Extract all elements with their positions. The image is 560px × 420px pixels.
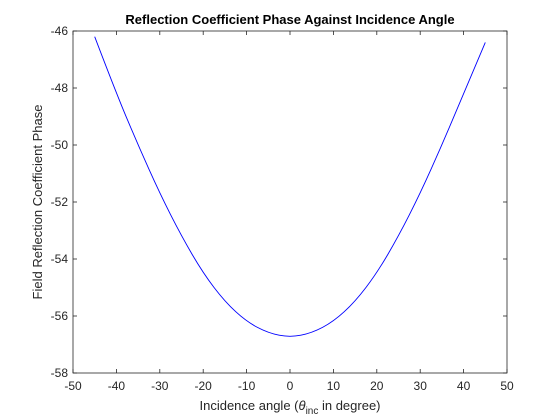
y-tick-label: -48 [51, 81, 69, 95]
x-tick-label: 0 [287, 379, 294, 393]
x-tick-label: 40 [457, 379, 471, 393]
y-tick-label: -54 [51, 252, 69, 266]
x-tick-label: 20 [370, 379, 384, 393]
x-tick-label: 30 [414, 379, 428, 393]
x-ticks: -50 -40 -30 -20 -10 0 10 20 30 40 50 [64, 31, 514, 393]
y-tick-label: -58 [51, 366, 69, 380]
x-tick-label: 10 [327, 379, 341, 393]
y-tick-label: -46 [51, 24, 69, 38]
y-axis-label: Field Reflection Coefficient Phase [30, 105, 45, 300]
chart-title: Reflection Coefficient Phase Against Inc… [125, 12, 454, 27]
x-tick-label: 50 [500, 379, 514, 393]
x-tick-label: -50 [64, 379, 82, 393]
series-layer [94, 36, 486, 337]
x-axis-label: Incidence angle (θinc in degree) [199, 398, 380, 417]
series-line-0 [94, 36, 486, 337]
plot-area [73, 31, 507, 373]
x-tick-label: -30 [151, 379, 169, 393]
x-axis-label-symbol: θ [299, 398, 306, 413]
y-tick-label: -56 [51, 309, 69, 323]
x-tick-label: -40 [108, 379, 126, 393]
y-tick-label: -52 [51, 195, 69, 209]
y-ticks: -58 -56 -54 -52 -50 -48 -46 [51, 24, 507, 380]
y-tick-label: -50 [51, 138, 69, 152]
x-axis-label-suffix: in degree) [318, 398, 380, 413]
x-axis-label-subscript: inc [306, 406, 319, 417]
x-axis-label-prefix: Incidence angle ( [199, 398, 299, 413]
x-tick-label: -10 [238, 379, 256, 393]
x-tick-label: -20 [195, 379, 213, 393]
